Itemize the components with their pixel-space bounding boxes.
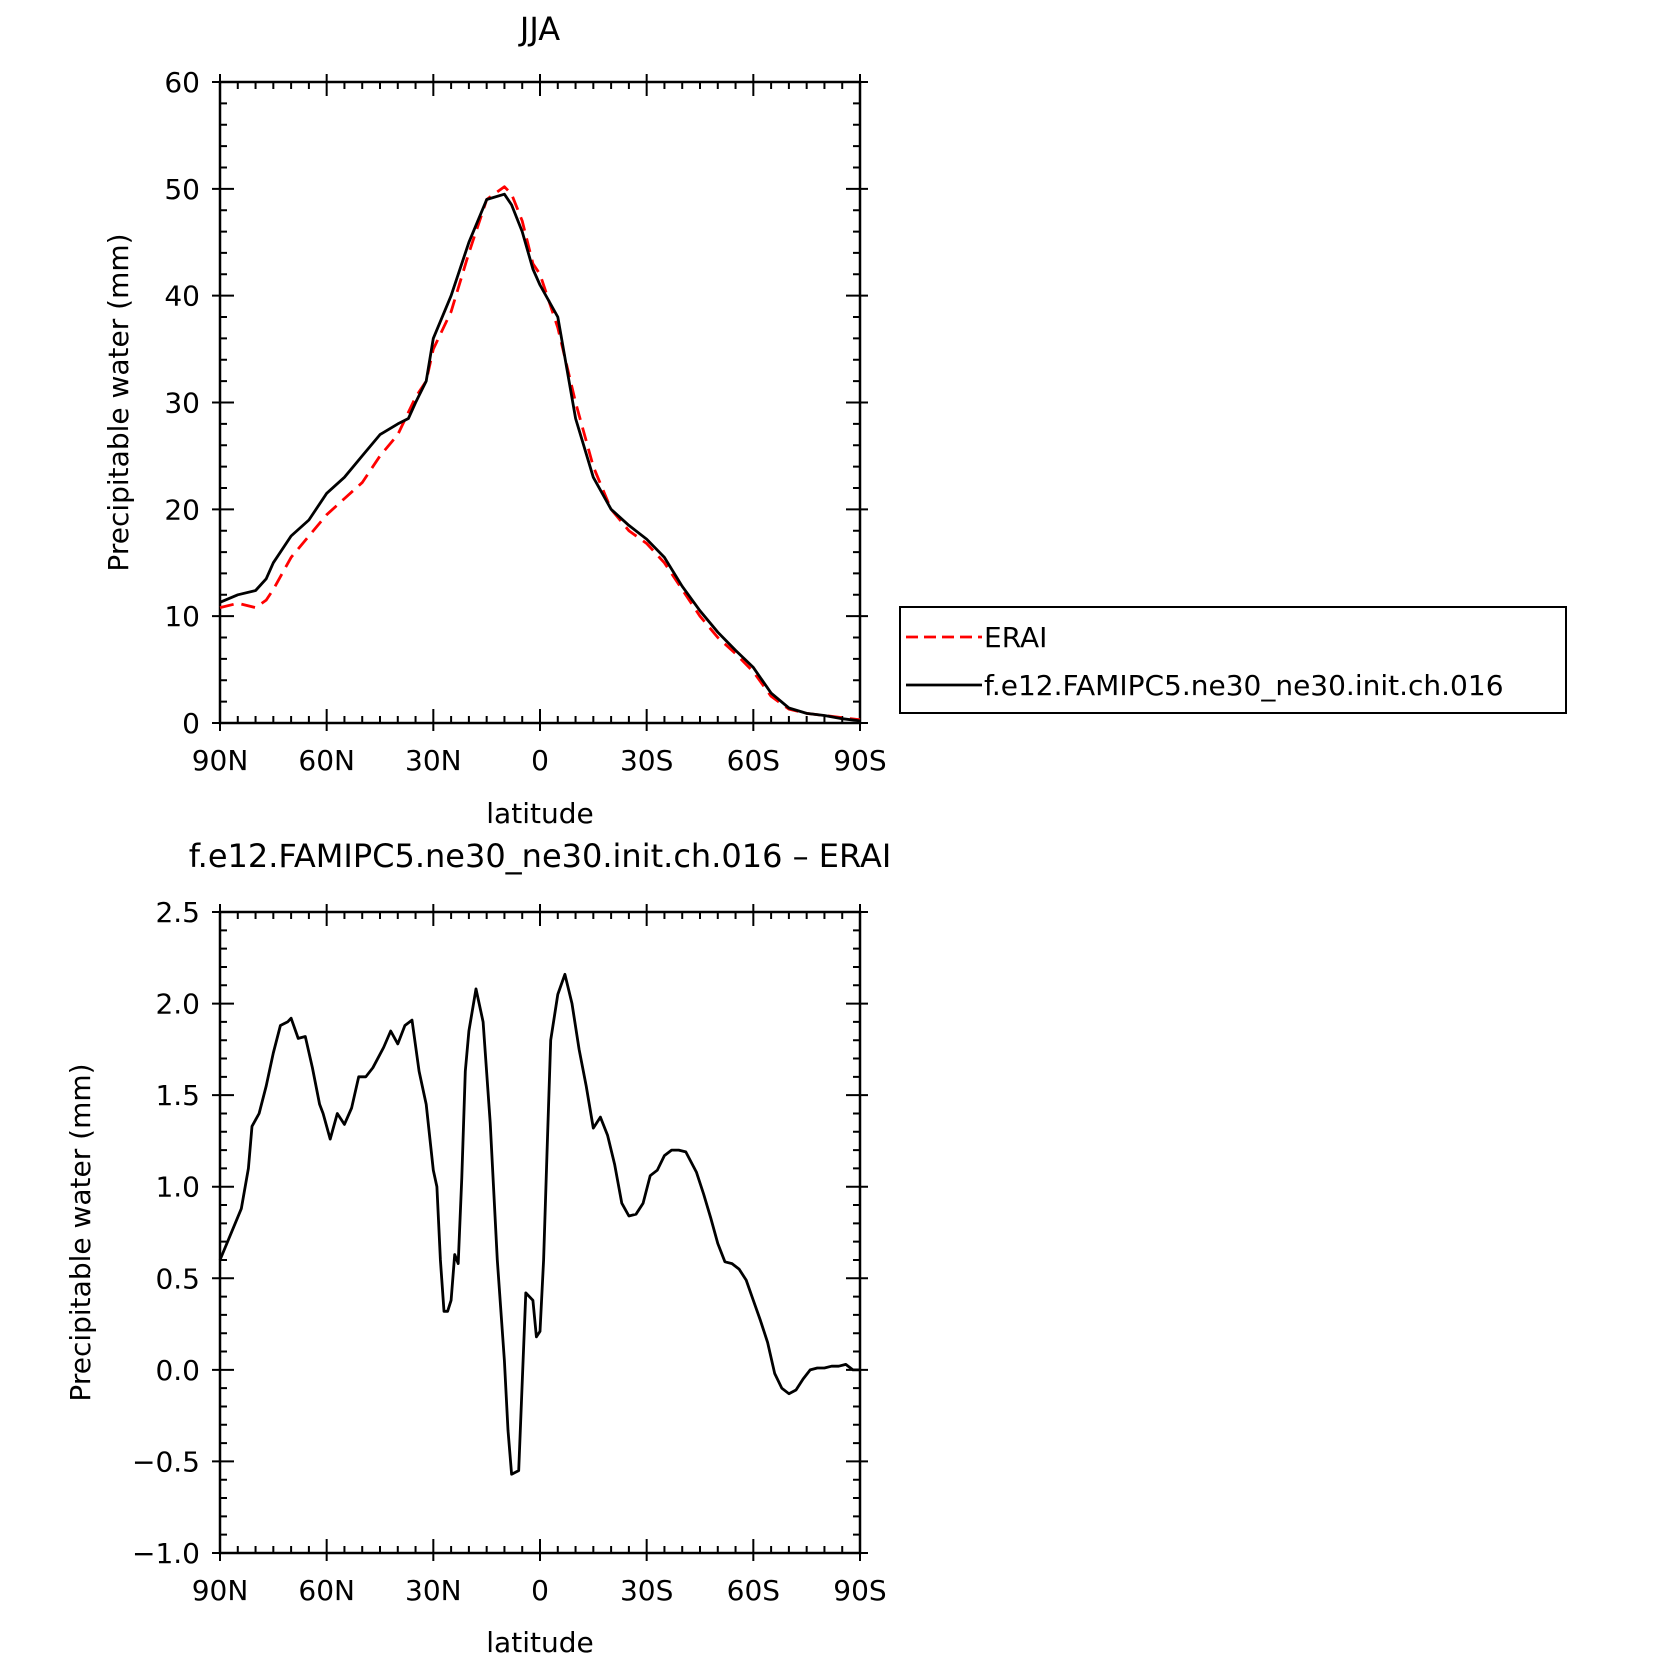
y-tick-label: 50 <box>164 173 200 206</box>
chart-title: JJA <box>518 10 560 48</box>
x-tick-label: 0 <box>531 1574 549 1607</box>
y-tick-label: 2.0 <box>155 988 200 1021</box>
x-tick-label: 60S <box>727 744 780 777</box>
y-axis-label: Precipitable water (mm) <box>64 1063 97 1401</box>
y-tick-label: 2.5 <box>155 896 200 929</box>
x-axis-label: latitude <box>486 797 593 830</box>
x-tick-label: 0 <box>531 744 549 777</box>
y-tick-label: 0 <box>182 707 200 740</box>
y-tick-label: −0.5 <box>132 1445 200 1478</box>
x-tick-label: 30S <box>620 744 673 777</box>
series-line-difference <box>218 972 860 1476</box>
chart-2: f.e12.FAMIPC5.ne30_ne30.init.ch.016 – ER… <box>64 837 891 1659</box>
series-line-erai <box>219 185 861 722</box>
plot-frame <box>218 80 862 725</box>
x-tick-label: 90N <box>192 1574 249 1607</box>
chart-1: JJA 90N 60N 30N 0 30S 60S 90S 0 10 20 30 40 50 60 latit… <box>102 10 1567 830</box>
x-tick-label: 60S <box>727 1574 780 1607</box>
x-tick-label: 60N <box>298 1574 355 1607</box>
x-tick-label: 60N <box>298 744 355 777</box>
legend: ERAI f.e12.FAMIPC5.ne30_ne30.init.ch.016 <box>899 606 1567 714</box>
y-tick-label: 1.5 <box>155 1079 200 1112</box>
x-axis-label: latitude <box>486 1626 593 1659</box>
x-tick-label: 90S <box>833 744 886 777</box>
y-tick-label: 1.0 <box>155 1171 200 1204</box>
y-tick-label: 0.5 <box>155 1262 200 1295</box>
plot-frame <box>218 910 862 1555</box>
x-tick-label: 30N <box>405 1574 462 1607</box>
x-tick-label: 30S <box>620 1574 673 1607</box>
y-axis-label: Precipitable water (mm) <box>102 233 135 571</box>
tick-marks <box>212 904 868 1561</box>
chart-title: f.e12.FAMIPC5.ne30_ne30.init.ch.016 – ER… <box>189 837 892 875</box>
y-tick-label: 10 <box>164 600 200 633</box>
y-tick-label: 40 <box>164 280 200 313</box>
y-tick-label: −1.0 <box>132 1537 200 1570</box>
x-tick-label: 90S <box>833 1574 886 1607</box>
series-line-f-e12-famipc5-ne30-ne30-init-ch-016 <box>219 192 861 723</box>
y-tick-label: 0.0 <box>155 1354 200 1387</box>
tick-marks <box>212 74 868 731</box>
y-tick-label: 60 <box>164 66 200 99</box>
x-tick-label: 30N <box>405 744 462 777</box>
y-tick-label: 20 <box>164 493 200 526</box>
legend-entry: f.e12.FAMIPC5.ne30_ne30.init.ch.016 <box>984 669 1504 702</box>
legend-entry: ERAI <box>984 621 1047 654</box>
y-tick-label: 30 <box>164 387 200 420</box>
x-tick-label: 90N <box>192 744 249 777</box>
